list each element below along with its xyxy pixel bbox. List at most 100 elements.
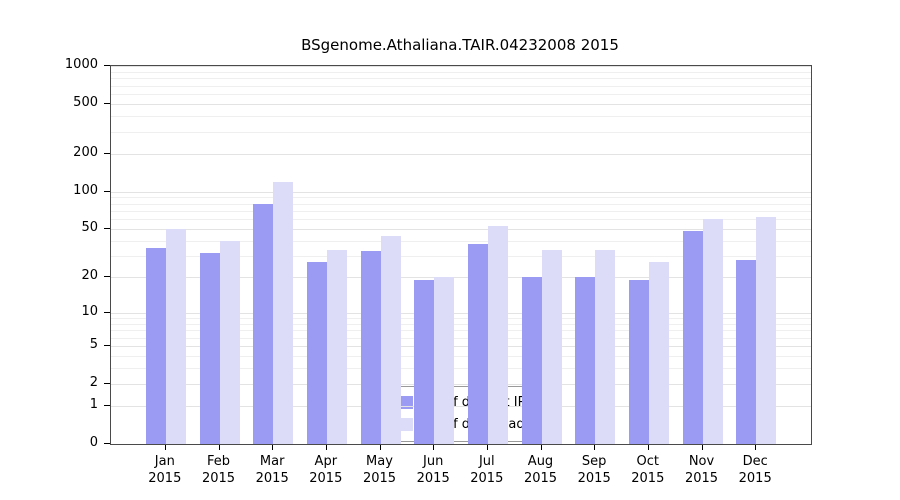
x-tick-label: Mar 2015 — [255, 454, 289, 486]
gridline — [111, 355, 811, 357]
bar-downloads — [648, 261, 669, 444]
bar-downloads — [756, 217, 777, 444]
x-tick — [594, 445, 596, 450]
gridline — [111, 93, 811, 95]
gridline — [111, 323, 811, 325]
y-tick — [104, 190, 110, 192]
x-tick — [164, 445, 166, 450]
gridline — [111, 131, 811, 133]
bar-downloads — [219, 240, 240, 444]
bar-distinct-ips — [414, 280, 435, 444]
x-tick — [755, 445, 757, 450]
y-tick — [104, 65, 110, 66]
x-tick — [325, 445, 327, 450]
y-tick — [104, 311, 110, 313]
x-tick-label: May 2015 — [362, 454, 397, 486]
y-tick — [104, 405, 110, 407]
gridline — [111, 406, 811, 408]
gridline — [111, 191, 811, 193]
gridline — [111, 256, 811, 258]
bar-downloads — [434, 277, 455, 444]
legend-item-distinct-ips: Nb of distinct IPs — [389, 395, 532, 410]
y-tick-label: 20 — [81, 268, 98, 284]
x-tick-label: Oct 2015 — [631, 454, 665, 486]
bar-distinct-ips — [253, 203, 274, 444]
gridline — [111, 330, 811, 332]
y-tick — [104, 345, 110, 346]
legend-item-downloads: Nb of downloads — [389, 417, 532, 432]
y-tick-label: 1 — [89, 397, 98, 413]
bar-distinct-ips — [521, 277, 542, 444]
bar-distinct-ips — [306, 261, 327, 444]
gridline — [111, 71, 811, 73]
bar-downloads — [165, 228, 186, 444]
gridline — [111, 85, 811, 87]
x-tick — [540, 445, 542, 450]
bar-distinct-ips — [628, 280, 649, 444]
bar-downloads — [541, 249, 562, 444]
gridline — [111, 318, 811, 319]
y-tick-label: 0 — [89, 435, 98, 450]
x-tick-label: Sep 2015 — [577, 454, 611, 486]
gridline — [111, 277, 811, 279]
bar-downloads — [326, 249, 347, 444]
plot-area: Nb of distinct IPs Nb of downloads — [110, 65, 812, 445]
y-tick-label: 200 — [73, 144, 98, 160]
y-tick-label: 50 — [81, 219, 98, 235]
gridline — [111, 228, 811, 230]
x-tick-label: Nov 2015 — [684, 454, 719, 486]
gridline — [111, 368, 811, 370]
gridline — [111, 103, 811, 105]
x-tick-label: Aug 2015 — [523, 454, 558, 486]
bar-distinct-ips — [199, 252, 220, 444]
bar-distinct-ips — [360, 251, 381, 444]
x-tick-label: Apr 2015 — [309, 454, 343, 486]
x-tick — [647, 445, 649, 450]
y-tick-label: 2 — [89, 374, 98, 390]
y-tick-label: 5 — [89, 337, 98, 352]
x-tick-label: Jul 2015 — [470, 454, 504, 486]
y-tick — [104, 102, 110, 104]
y-tick — [104, 276, 110, 278]
bar-distinct-ips — [145, 247, 166, 444]
gridline — [111, 203, 811, 205]
x-tick — [272, 445, 274, 450]
y-tick — [104, 152, 110, 154]
y-tick — [104, 227, 110, 229]
x-tick — [379, 445, 381, 450]
bar-distinct-ips — [575, 277, 596, 444]
bar-downloads — [595, 249, 616, 444]
y-tick-label: 10 — [81, 303, 98, 319]
bar-downloads — [273, 181, 294, 444]
y-tick-label: 500 — [73, 94, 98, 110]
y-tick — [104, 443, 110, 444]
gridline — [111, 153, 811, 155]
x-tick — [701, 445, 703, 450]
bar-distinct-ips — [467, 243, 488, 444]
bar-downloads — [702, 219, 723, 444]
gridline — [111, 383, 811, 385]
x-tick-label: Jan 2015 — [148, 454, 182, 486]
chart-title: BSgenome.Athaliana.TAIR.04232008 2015 — [301, 36, 619, 54]
bar-downloads — [487, 225, 508, 444]
gridline — [111, 66, 811, 67]
y-tick-label: 1000 — [64, 57, 98, 72]
gridline — [111, 219, 811, 221]
gridline — [111, 312, 811, 314]
x-tick-label: Feb 2015 — [201, 454, 236, 486]
x-tick-label: Jun 2015 — [416, 454, 450, 486]
y-tick — [104, 382, 110, 384]
x-tick — [218, 445, 220, 450]
gridline — [111, 210, 811, 212]
y-tick-label: 100 — [73, 182, 98, 198]
gridline — [111, 78, 811, 80]
gridline — [111, 346, 811, 347]
x-tick — [486, 445, 488, 450]
gridline — [111, 197, 811, 199]
x-tick — [433, 445, 435, 450]
bar-distinct-ips — [682, 231, 703, 444]
x-tick-label: Dec 2015 — [738, 454, 772, 486]
gridline — [111, 240, 811, 242]
bar-downloads — [380, 235, 401, 444]
